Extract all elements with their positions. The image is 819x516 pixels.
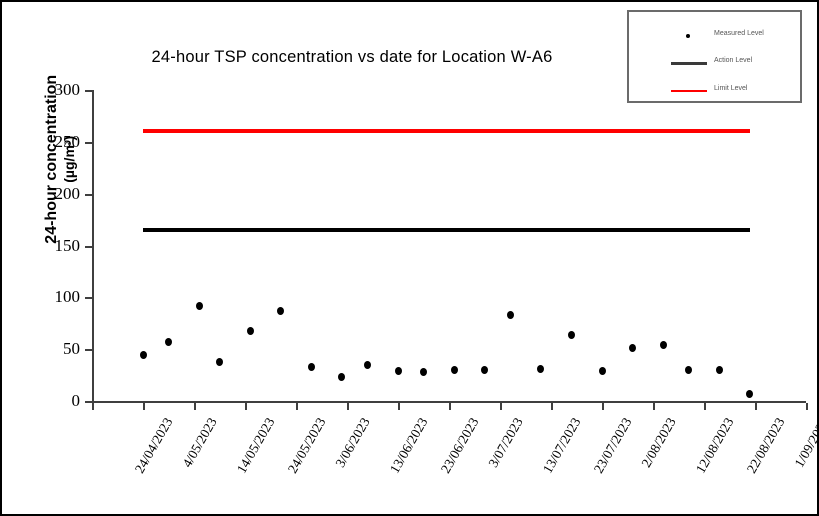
chart-legend: Measured Level Action Level Limit Level <box>627 10 802 103</box>
x-tick-label: 3/07/2023 <box>485 415 526 470</box>
x-tick-mark <box>92 403 94 410</box>
data-point <box>567 330 575 339</box>
y-tick-mark <box>85 245 92 248</box>
y-tick-label: 50 <box>63 339 80 359</box>
x-tick-mark <box>194 403 196 410</box>
x-tick-mark <box>602 403 604 410</box>
x-tick-label: 14/05/2023 <box>233 415 278 476</box>
legend-label-action-level: Action Level <box>714 57 753 64</box>
y-tick-mark <box>85 401 92 403</box>
x-tick-mark <box>398 403 400 410</box>
x-tick-mark <box>551 403 553 410</box>
legend-label-measured-level: Measured Level <box>714 30 764 37</box>
data-point <box>715 365 723 374</box>
y-tick-mark <box>85 193 92 196</box>
data-point <box>195 301 203 310</box>
limit-level-line <box>143 129 750 134</box>
measured-level-marker-icon <box>686 34 690 38</box>
x-tick-mark <box>296 403 298 410</box>
x-tick-mark <box>806 403 808 410</box>
x-tick-mark <box>704 403 706 410</box>
legend-item-measured-level: Measured Level <box>629 29 800 45</box>
x-tick-label: 22/08/2023 <box>743 415 788 476</box>
legend-label-limit-level: Limit Level <box>714 85 748 92</box>
x-tick-label: 12/08/2023 <box>692 415 737 476</box>
y-tick-mark <box>85 90 92 92</box>
data-point <box>165 337 172 346</box>
action-level-line <box>143 227 750 232</box>
y-axis-title-unit: (µg/m³) <box>61 135 78 183</box>
x-tick-label: 24/05/2023 <box>284 415 329 476</box>
x-tick-mark <box>449 403 451 410</box>
x-tick-label: 23/06/2023 <box>437 415 482 476</box>
data-point <box>629 344 637 353</box>
x-tick-mark <box>245 403 247 410</box>
y-tick-label: 250 <box>54 131 81 151</box>
y-tick-label: 300 <box>54 80 81 99</box>
data-point <box>338 373 346 382</box>
x-tick-label: 13/07/2023 <box>539 415 584 476</box>
y-tick-mark <box>85 141 92 144</box>
x-tick-mark <box>347 403 349 410</box>
y-tick-mark <box>85 297 92 300</box>
x-tick-mark <box>500 403 502 410</box>
y-axis-title: 24-hour concentration (µg/m³) <box>43 9 77 309</box>
data-point <box>481 365 489 374</box>
data-point <box>307 362 315 371</box>
data-point <box>277 306 285 315</box>
data-point <box>659 341 667 350</box>
data-point <box>394 366 402 375</box>
x-tick-label: 23/07/2023 <box>590 415 635 476</box>
y-tick-mark <box>85 349 92 352</box>
limit-level-marker-icon <box>671 90 707 92</box>
legend-item-action-level: Action Level <box>629 56 800 72</box>
x-axis-line <box>92 401 806 403</box>
data-point <box>450 365 458 374</box>
x-tick-mark <box>143 403 145 410</box>
y-axis-line <box>92 90 94 403</box>
x-tick-label: 2/08/2023 <box>638 415 679 470</box>
y-tick-label: 200 <box>54 183 81 203</box>
y-axis-title-text: 24-hour concentration <box>42 74 60 244</box>
x-tick-label: 1/09/2023 <box>791 415 819 470</box>
data-point <box>598 366 606 375</box>
data-point <box>216 357 223 366</box>
action-level-marker-icon <box>671 62 707 65</box>
data-point <box>685 365 693 374</box>
page-title: 24-hour TSP concentration vs date for Lo… <box>151 48 553 66</box>
x-tick-mark <box>653 403 655 410</box>
x-tick-label: 24/04/2023 <box>131 415 176 476</box>
data-point <box>363 360 371 369</box>
x-tick-label: 13/06/2023 <box>386 415 431 476</box>
y-tick-label: 150 <box>54 235 81 255</box>
y-tick-label: 0 <box>71 391 81 410</box>
data-point <box>139 351 147 360</box>
x-tick-mark <box>755 403 757 410</box>
y-tick-label: 100 <box>54 287 81 307</box>
data-point <box>746 389 754 398</box>
legend-item-limit-level: Limit Level <box>629 84 800 100</box>
data-point <box>506 310 514 319</box>
plot-area: 0 50 100 150 200 250 300 24/04/2023 4/05/2023 14… <box>55 80 818 476</box>
data-point <box>246 326 254 335</box>
data-point <box>537 364 545 373</box>
x-tick-label: 4/05/2023 <box>179 415 220 470</box>
data-point <box>420 367 427 376</box>
x-tick-label: 3/06/2023 <box>332 415 373 470</box>
